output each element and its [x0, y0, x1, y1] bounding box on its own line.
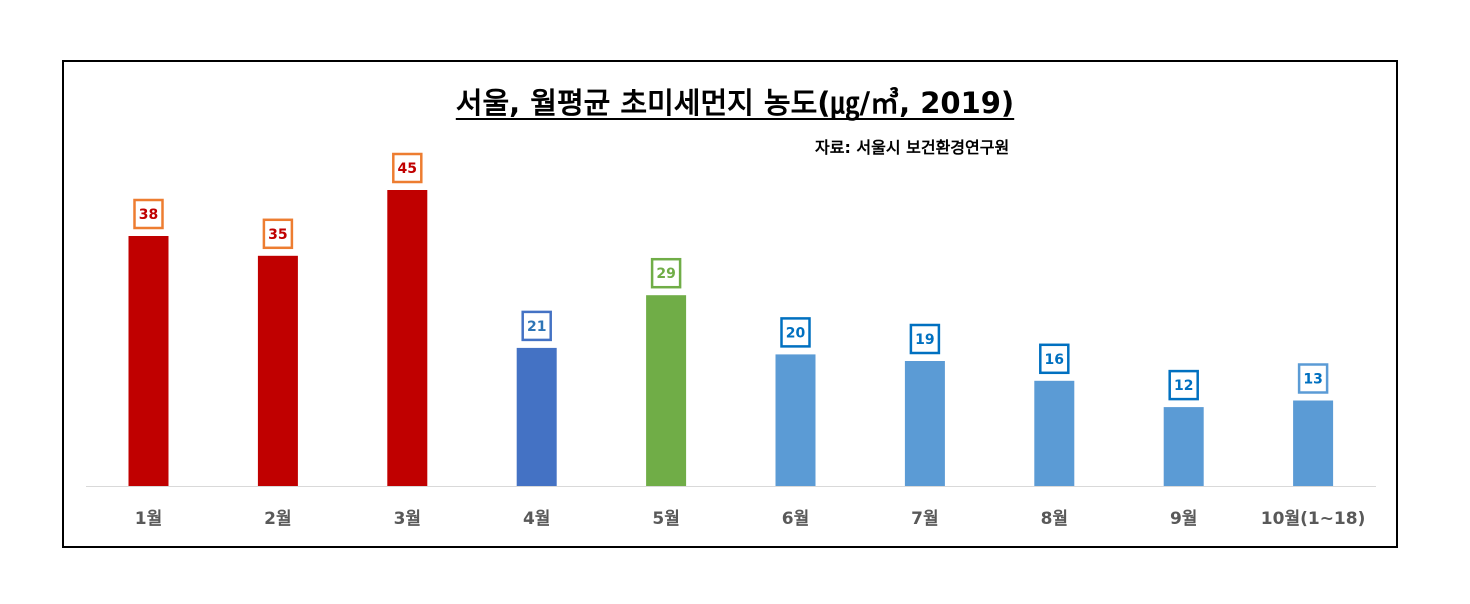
data-label-1: 38	[139, 207, 158, 223]
bar-1	[128, 236, 169, 486]
data-label-3: 45	[398, 161, 417, 177]
chart-title: 서울, 월평균 초미세먼지 농도(㎍/㎥, 2019)	[455, 86, 1015, 120]
x-tick-label-1: 1월	[135, 509, 162, 529]
data-label-9: 12	[1174, 378, 1193, 394]
bar-2	[257, 255, 298, 486]
x-tick-label-9: 9월	[1170, 509, 1197, 529]
bar-9	[1163, 407, 1204, 486]
data-label-4: 21	[527, 319, 546, 335]
x-tick-label-7: 7월	[911, 509, 938, 529]
x-tick-labels-layer: 1월 2월 3월 4월 5월 6월 7월 8월 9월 10월(1~18)	[135, 509, 1366, 529]
x-tick-label-6: 6월	[782, 509, 809, 529]
data-label-box-10	[1297, 363, 1329, 394]
x-tick-label-8: 8월	[1041, 509, 1068, 529]
bar-3	[387, 190, 428, 486]
bar-8	[1034, 380, 1075, 486]
data-labels-layer: 38 35 45 21 29 20 19 16 12 13	[133, 152, 1329, 401]
data-label-7: 19	[915, 332, 934, 348]
data-label-box-2	[262, 218, 294, 250]
chart-source-note: 자료: 서울시 보건환경연구원	[815, 138, 1010, 157]
bar-7	[904, 361, 945, 486]
data-label-2: 35	[268, 227, 287, 243]
bar-4	[516, 347, 557, 486]
bar-10	[1293, 400, 1334, 486]
data-label-box-3	[392, 152, 423, 184]
data-label-box-1	[133, 198, 164, 230]
x-tick-label-5: 5월	[652, 509, 679, 529]
data-label-box-7	[909, 323, 941, 355]
bar-6	[775, 354, 816, 486]
data-label-box-5	[650, 257, 682, 289]
x-tick-label-10: 10월(1~18)	[1261, 509, 1366, 529]
data-label-5: 29	[656, 266, 675, 282]
data-label-box-6	[780, 317, 811, 348]
data-label-box-4	[521, 310, 552, 342]
x-tick-label-3: 3월	[394, 509, 421, 529]
data-label-10: 13	[1303, 372, 1322, 388]
data-label-8: 16	[1045, 352, 1064, 368]
x-tick-label-4: 4월	[523, 509, 550, 529]
data-label-6: 20	[786, 325, 806, 341]
data-label-box-9	[1168, 369, 1199, 401]
bars-layer	[128, 190, 1334, 486]
bar-5	[646, 295, 687, 486]
x-tick-label-2: 2월	[264, 509, 291, 529]
data-label-box-8	[1039, 343, 1070, 375]
